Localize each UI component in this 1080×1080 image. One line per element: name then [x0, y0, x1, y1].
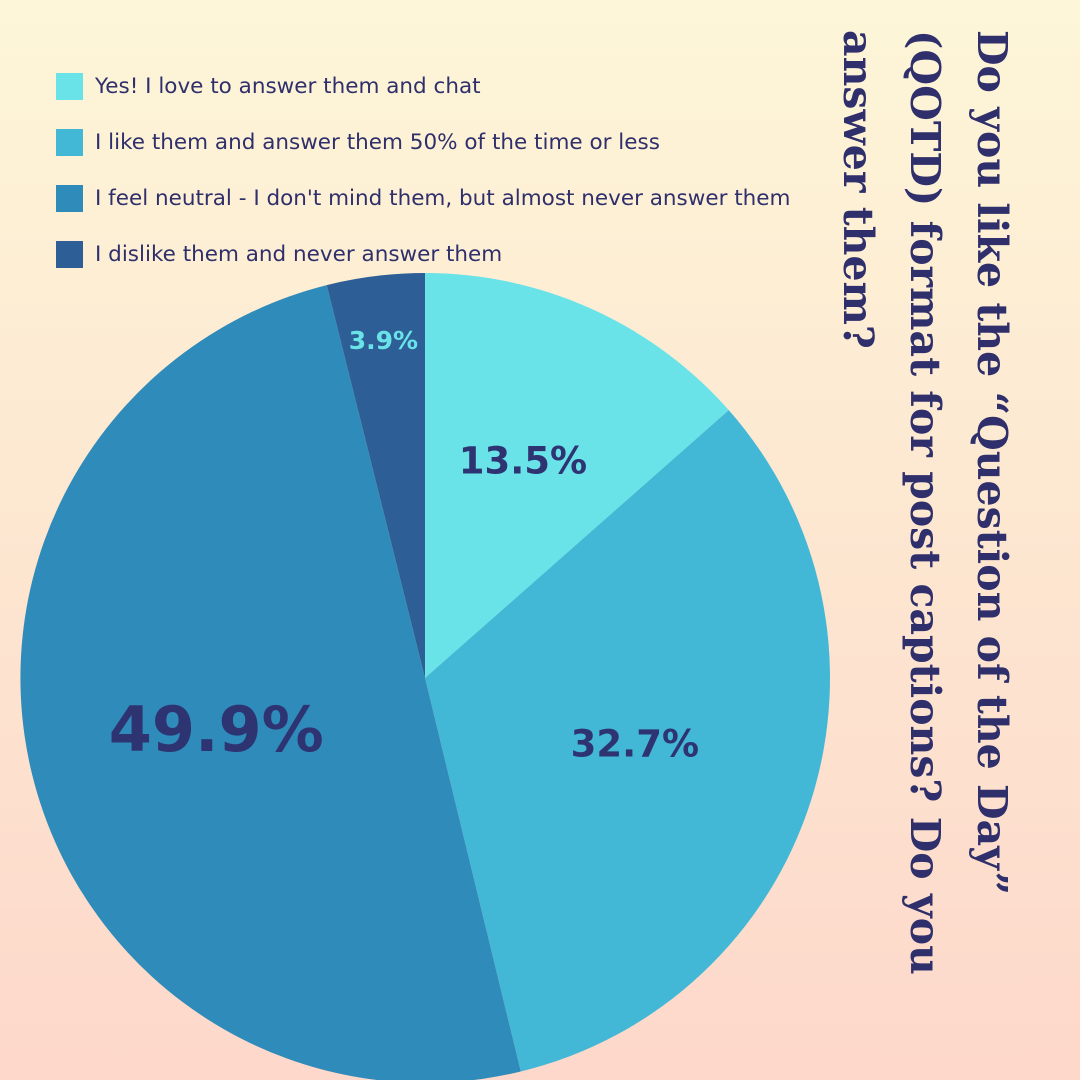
legend-swatch — [56, 72, 83, 100]
legend-item: Yes! I love to answer them and chat — [56, 58, 856, 114]
slice-data-label: 49.9% — [109, 693, 324, 766]
legend-label: Yes! I love to answer them and chat — [95, 73, 481, 99]
chart-legend: Yes! I love to answer them and chat I li… — [56, 58, 856, 282]
slice-data-label: 13.5% — [459, 440, 587, 483]
legend-label: I dislike them and never answer them — [95, 241, 503, 267]
slice-neutral — [20, 285, 521, 1080]
slice-dislike — [326, 273, 425, 678]
legend-item: I like them and answer them 50% of the t… — [56, 114, 856, 170]
slice-data-label: 32.7% — [571, 723, 699, 766]
legend-item: I feel neutral - I don't mind them, but … — [56, 170, 856, 226]
legend-item: I dislike them and never answer them — [56, 226, 856, 282]
chart-title-container: Do you like the “Question of the Day” (Q… — [834, 30, 1025, 1050]
chart-title: Do you like the “Question of the Day” (Q… — [834, 30, 1016, 975]
legend-swatch — [56, 240, 83, 268]
legend-swatch — [56, 128, 83, 156]
legend-swatch — [56, 184, 83, 212]
slice-love-to-answer — [425, 273, 729, 678]
slice-answer-sometimes — [425, 410, 830, 1072]
slice-data-label: 3.9% — [349, 326, 418, 355]
legend-label: I like them and answer them 50% of the t… — [95, 129, 660, 155]
legend-label: I feel neutral - I don't mind them, but … — [95, 185, 791, 211]
